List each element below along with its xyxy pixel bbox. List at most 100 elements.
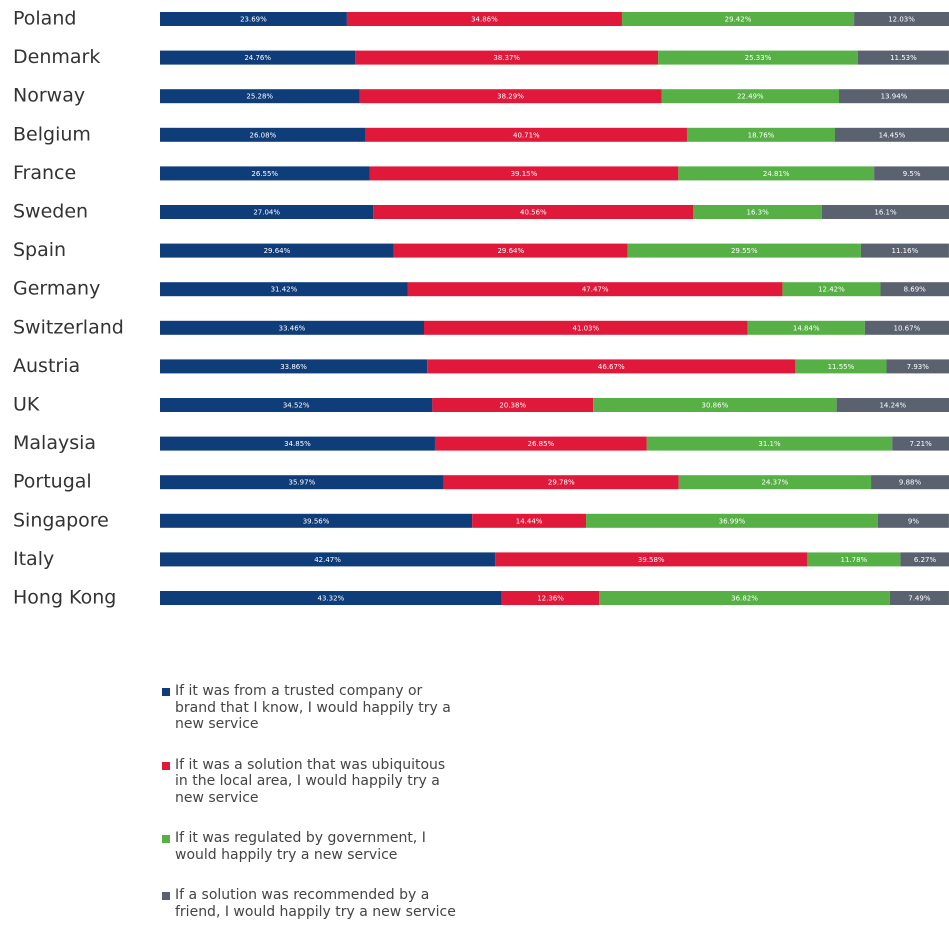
value-label: 7.21%: [910, 440, 933, 448]
value-label: 29.42%: [725, 16, 752, 24]
value-label: 38.29%: [497, 93, 524, 101]
value-label: 47.47%: [582, 286, 609, 294]
bar-segment: [821, 205, 949, 219]
value-label: 24.76%: [244, 54, 271, 62]
value-label: 40.56%: [520, 209, 547, 217]
value-label: 12.36%: [537, 595, 564, 603]
category-label: Portugal: [13, 471, 92, 493]
category-label: Sweden: [13, 201, 88, 223]
bar-segment: [346, 12, 622, 26]
bar-segment: [795, 359, 887, 374]
category-label: France: [13, 162, 76, 184]
bar-segment: [160, 282, 408, 297]
bar-segment: [434, 436, 647, 451]
bar-segment: [373, 205, 694, 219]
value-label: 26.55%: [251, 170, 278, 178]
value-label: 40.71%: [513, 131, 540, 139]
category-label: Malaysia: [13, 432, 96, 454]
bar-segment: [627, 243, 861, 258]
category-label: Poland: [13, 8, 76, 30]
value-label: 8.69%: [904, 286, 927, 294]
value-label: 20.38%: [499, 402, 526, 410]
bar-segment: [365, 127, 687, 142]
legend-item: If it was regulated by government, I wou…: [162, 830, 457, 863]
value-label: 39.56%: [303, 517, 330, 525]
legend-swatch: [162, 688, 170, 696]
bar-segment: [586, 513, 878, 528]
value-label: 33.86%: [280, 363, 307, 371]
legend-label: If it was from a trusted company or bran…: [175, 683, 451, 732]
value-label: 39.58%: [638, 556, 665, 564]
bar-segment: [839, 89, 949, 104]
legend-swatch: [162, 835, 170, 843]
bar-segment: [495, 552, 808, 567]
value-label: 41.03%: [573, 324, 600, 332]
category-label: Spain: [13, 239, 66, 261]
bar-segment: [369, 166, 679, 181]
value-label: 7.49%: [908, 595, 931, 603]
category-label: Belgium: [13, 123, 91, 145]
value-label: 43.32%: [318, 595, 345, 603]
bar-segment: [857, 50, 949, 65]
value-label: 7.93%: [907, 363, 930, 371]
chart: Poland 23.69% 34.86% 29.42% 12.03% Denmark 24.…: [13, 8, 949, 609]
bar-segment: [646, 436, 893, 451]
bar-segment: [443, 475, 679, 490]
bar-segment: [886, 359, 949, 374]
bar-segment: [423, 320, 748, 335]
value-label: 14.45%: [879, 131, 906, 139]
bar-segment: [686, 127, 835, 142]
value-label: 31.1%: [758, 440, 781, 448]
value-label: 16.1%: [874, 209, 897, 217]
bar-segment: [472, 513, 587, 528]
bar-segment: [747, 320, 865, 335]
value-label: 14.84%: [793, 324, 820, 332]
category-label: Austria: [13, 355, 80, 377]
category-label: Hong Kong: [13, 587, 116, 609]
bar-segment: [160, 243, 394, 258]
category-label: Denmark: [13, 46, 100, 68]
bar-segment: [889, 591, 949, 605]
value-label: 10.67%: [894, 324, 921, 332]
legend-label: If it was regulated by government, I wou…: [175, 830, 426, 863]
value-label: 34.85%: [284, 440, 311, 448]
bar-segment: [860, 243, 949, 258]
category-label: Singapore: [13, 509, 109, 531]
legend-label: If it was a solution that was ubiquitous…: [175, 756, 446, 806]
bar-segment: [427, 359, 796, 374]
category-label: UK: [13, 394, 40, 416]
bar-segment: [864, 320, 949, 335]
bar-segment: [678, 166, 875, 181]
bar-segment: [678, 475, 872, 490]
value-label: 29.55%: [731, 247, 758, 255]
bar-segment: [160, 475, 444, 490]
value-label: 29.64%: [497, 247, 524, 255]
bar-segment: [160, 12, 347, 26]
value-label: 26.85%: [528, 440, 555, 448]
bar-segment: [782, 282, 881, 297]
legend-swatch: [162, 761, 170, 770]
legend-swatch: [162, 892, 170, 900]
value-label: 38.37%: [493, 54, 520, 62]
bar-segment: [693, 205, 822, 219]
value-label: 26.08%: [250, 131, 277, 139]
legend: If it was from a trusted company or bran…: [162, 683, 457, 944]
value-label: 14.24%: [879, 402, 906, 410]
value-label: 16.3%: [747, 209, 770, 217]
value-label: 14.44%: [516, 517, 543, 525]
bar-segment: [160, 552, 496, 567]
bar-segment: [599, 591, 890, 605]
value-label: 12.42%: [818, 286, 845, 294]
value-label: 24.81%: [763, 170, 790, 178]
value-label: 39.15%: [511, 170, 538, 178]
bar-segment: [160, 359, 428, 374]
category-label: Italy: [13, 548, 54, 570]
value-label: 23.69%: [240, 16, 267, 24]
value-label: 29.78%: [548, 479, 575, 487]
bar-segment: [355, 50, 659, 65]
value-label: 36.82%: [731, 595, 758, 603]
bar-segment: [160, 320, 424, 335]
value-label: 29.64%: [264, 247, 291, 255]
value-label: 11.78%: [840, 556, 867, 564]
